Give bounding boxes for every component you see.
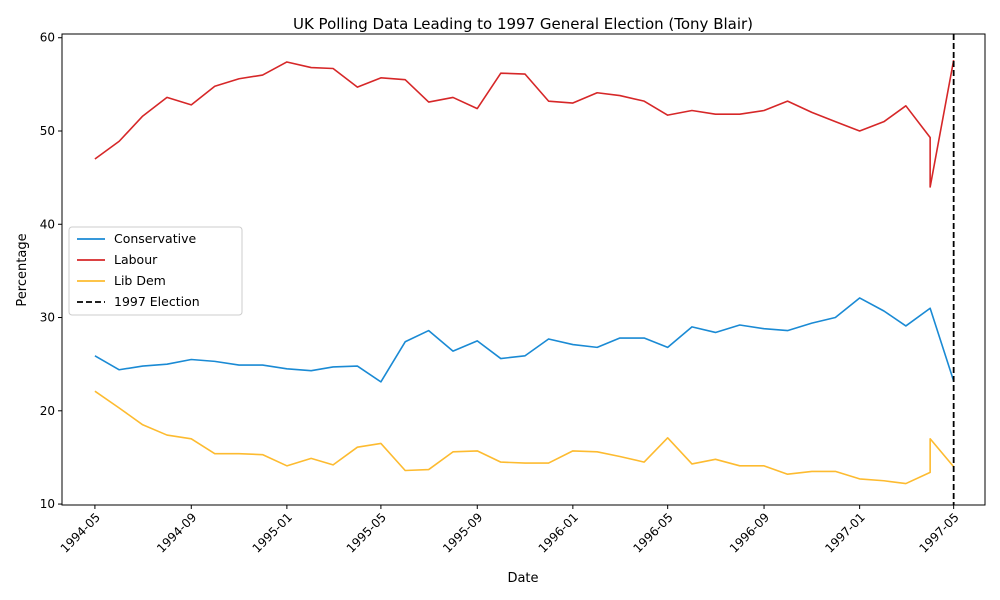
x-tick-label: 1994-05 <box>58 510 103 555</box>
series-line-lib-dem <box>94 390 955 485</box>
x-tick-label: 1995-05 <box>344 510 389 555</box>
x-tick-label: 1995-09 <box>440 510 485 555</box>
legend-entry-label: Lib Dem <box>114 273 166 288</box>
legend: Conservative Labour Lib Dem 1997 Election <box>68 226 243 316</box>
x-tick-label: 1996-09 <box>727 510 772 555</box>
series-line-labour <box>94 59 955 188</box>
y-tick-label: 50 <box>40 124 55 138</box>
legend-entry-label: Labour <box>114 252 158 267</box>
legend-entry-label: Conservative <box>114 231 196 246</box>
x-axis-label: Date <box>507 571 538 586</box>
y-tick-label: 60 <box>40 31 55 45</box>
x-tick-label: 1995-01 <box>250 510 295 555</box>
x-axis: 1994-05 1994-09 1995-01 1995-05 1995-09 1996-… <box>58 505 962 556</box>
series-layer <box>94 59 955 485</box>
y-tick-label: 40 <box>40 217 55 231</box>
y-tick-label: 20 <box>40 404 55 418</box>
y-tick-label: 30 <box>40 311 55 325</box>
x-tick-label: 1996-01 <box>536 510 581 555</box>
x-tick-label: 1994-09 <box>154 510 199 555</box>
series-line-conservative <box>94 297 955 383</box>
y-axis-label: Percentage <box>15 233 30 306</box>
legend-entry-label: 1997 Election <box>114 294 200 309</box>
plot-frame <box>61 33 986 506</box>
y-tick-label: 10 <box>40 497 55 511</box>
x-tick-label: 1996-05 <box>630 510 675 555</box>
x-tick-label: 1997-01 <box>822 510 867 555</box>
y-axis: 10 20 30 40 50 60 <box>40 31 62 511</box>
x-tick-label: 1997-05 <box>916 510 961 555</box>
legend-box <box>68 226 243 316</box>
chart-title: UK Polling Data Leading to 1997 General … <box>293 15 753 33</box>
